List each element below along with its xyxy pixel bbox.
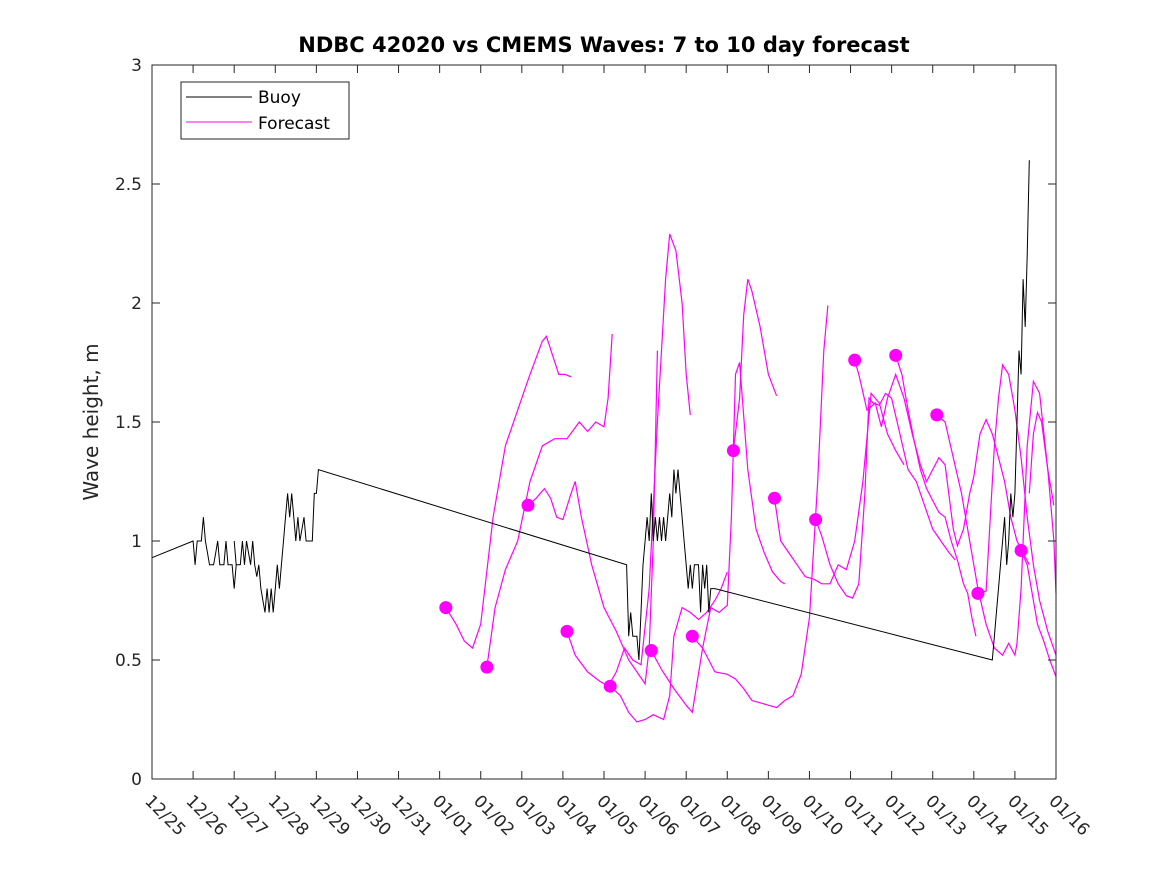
forecast-line-10 [815,392,956,599]
x-tick-label: 01/13 [921,791,970,840]
forecast-start-marker-9 [768,491,781,505]
legend-box [180,81,350,140]
forecast-line-11 [854,359,1030,566]
x-tick-label: 01/07 [675,791,724,840]
x-tick-label: 01/10 [798,791,847,840]
y-axis-label: Wave height, m [79,343,103,500]
x-tick-label: 01/01 [428,791,477,840]
x-tick-label: 01/06 [634,791,683,840]
forecast-line-3 [527,350,658,686]
forecast-line-2 [486,333,613,668]
legend: Buoy Forecast [180,81,350,140]
forecast-line-8 [732,279,778,451]
x-tick-label: 01/14 [962,791,1011,840]
forecast-start-marker-7 [685,629,699,643]
forecast-start-marker-4 [560,624,574,638]
x-tick-label: 12/29 [305,791,354,840]
forecast-line-13 [936,379,1055,658]
y-tick-label: 0 [131,770,142,790]
forecast-start-marker-14 [971,586,985,600]
forecast-start-marker-12 [889,348,903,362]
x-tick-label: 01/05 [592,791,641,840]
y-tick-label: 1 [131,532,142,552]
forecast-start-marker-11 [848,353,862,367]
x-tick-label: 12/30 [346,791,395,840]
x-tick-label: 01/12 [880,791,929,840]
chart-title: NDBC 42020 vs CMEMS Waves: 7 to 10 day f… [298,33,909,57]
forecast-start-marker-6 [644,644,658,657]
forecast-line-6 [650,362,786,714]
forecast-start-marker-2 [480,660,494,674]
forecast-start-marker-3 [521,498,535,512]
x-tick-label: 01/15 [1003,791,1052,840]
x-tick-label: 12/26 [182,791,231,840]
y-tick-label: 2 [131,294,142,314]
plot-area [152,65,1056,779]
forecast-line-5 [609,571,728,723]
x-tick-label: 01/08 [716,791,765,840]
forecast-start-marker-13 [930,408,944,422]
forecast-line-9 [773,391,905,585]
forecast-line-7 [691,305,829,709]
forecast-start-marker-1 [439,601,453,615]
forecast-start-marker-8 [726,444,740,458]
forecast-line-4 [566,233,691,688]
x-tick-label: 01/02 [469,791,518,840]
x-tick-label: 01/03 [510,791,559,840]
y-tick-label: 3 [131,56,142,76]
forecast-start-marker-15 [1014,544,1028,557]
x-tick-label: 12/27 [223,791,272,840]
x-tick-label: 01/04 [551,791,600,840]
y-tick-label: 2.5 [115,175,142,195]
x-tick-label: 01/09 [757,791,806,840]
forecast-start-marker-5 [603,679,617,693]
plot-frame [151,64,1057,780]
x-tick-label: 12/28 [264,791,313,840]
x-tick-label: 12/25 [140,791,189,840]
forecast-line-14 [977,363,1057,656]
data-layer [151,160,1057,723]
x-tick-label: 12/31 [387,791,436,840]
y-tick-label: 0.5 [115,651,142,671]
forecast-line-1 [445,335,572,650]
buoy-line [151,160,1030,661]
x-tick-label: 01/16 [1044,791,1093,840]
legend-forecast-label: Forecast [258,114,330,134]
legend-buoy-label: Buoy [258,88,301,108]
forecast-line-12 [895,355,977,637]
y-tick-label: 1.5 [115,413,142,433]
forecast-start-marker-10 [809,513,823,527]
x-tick-label: 01/11 [839,791,888,840]
